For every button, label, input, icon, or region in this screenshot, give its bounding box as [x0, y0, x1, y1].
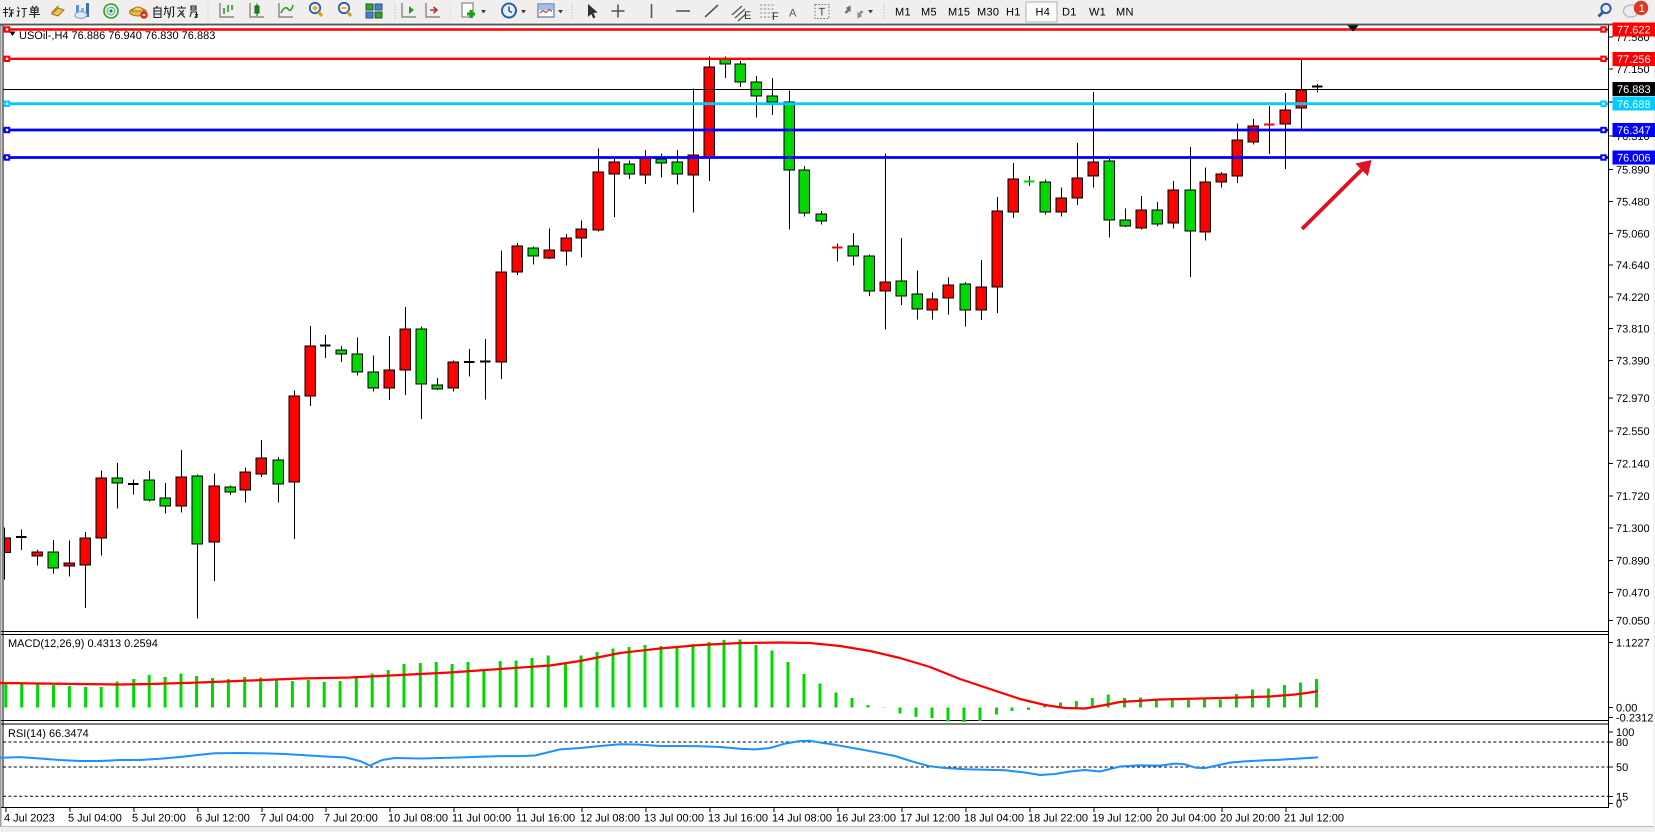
svg-text:M5: M5 — [921, 7, 937, 19]
svg-text:70.890: 70.890 — [1616, 556, 1650, 568]
svg-text:M30: M30 — [977, 7, 999, 19]
svg-text:75.890: 75.890 — [1616, 165, 1650, 177]
svg-text:0: 0 — [1616, 799, 1622, 811]
svg-text:80: 80 — [1616, 737, 1628, 749]
svg-text:76.006: 76.006 — [1617, 153, 1651, 165]
svg-text:D1: D1 — [1062, 7, 1077, 19]
svg-text:72.550: 72.550 — [1616, 426, 1650, 438]
svg-text:12 Jul 08:00: 12 Jul 08:00 — [580, 813, 640, 825]
svg-text:19 Jul 12:00: 19 Jul 12:00 — [1092, 813, 1152, 825]
svg-text:USOil-,H4 76.886 76.940 76.83: USOil-,H4 76.886 76.940 76.830 76.883 — [19, 30, 215, 42]
svg-text:10 Jul 08:00: 10 Jul 08:00 — [388, 813, 448, 825]
svg-text:A: A — [789, 8, 797, 20]
svg-text:T: T — [819, 7, 826, 19]
svg-text:20 Jul 04:00: 20 Jul 04:00 — [1156, 813, 1216, 825]
svg-text:77.622: 77.622 — [1617, 25, 1651, 37]
svg-text:74.640: 74.640 — [1616, 260, 1650, 272]
svg-text:5 Jul 04:00: 5 Jul 04:00 — [68, 813, 122, 825]
svg-text:0.00: 0.00 — [1616, 703, 1637, 715]
svg-text:75.060: 75.060 — [1616, 229, 1650, 241]
svg-text:18 Jul 04:00: 18 Jul 04:00 — [964, 813, 1024, 825]
svg-text:7 Jul 04:00: 7 Jul 04:00 — [260, 813, 314, 825]
svg-text:MACD(12,26,9) 0.4313 0.2594: MACD(12,26,9) 0.4313 0.2594 — [8, 638, 158, 650]
svg-text:1: 1 — [1639, 3, 1645, 15]
svg-text:77.256: 77.256 — [1617, 54, 1651, 66]
svg-text:18 Jul 22:00: 18 Jul 22:00 — [1028, 813, 1088, 825]
svg-text:14 Jul 08:00: 14 Jul 08:00 — [772, 813, 832, 825]
svg-text:71.300: 71.300 — [1616, 523, 1650, 535]
svg-text:E: E — [744, 10, 751, 22]
svg-text:1.1227: 1.1227 — [1616, 638, 1650, 650]
svg-text:74.220: 74.220 — [1616, 292, 1650, 304]
svg-text:70.470: 70.470 — [1616, 588, 1650, 600]
svg-text:73.390: 73.390 — [1616, 356, 1650, 368]
svg-text:76.883: 76.883 — [1617, 84, 1651, 96]
svg-text:16 Jul 23:00: 16 Jul 23:00 — [836, 813, 896, 825]
svg-text:W1: W1 — [1089, 7, 1106, 19]
svg-text:50: 50 — [1616, 762, 1628, 774]
svg-text:100: 100 — [1616, 727, 1634, 739]
svg-text:20 Jul 20:00: 20 Jul 20:00 — [1220, 813, 1280, 825]
svg-text:77.150: 77.150 — [1616, 64, 1650, 76]
svg-text:71.720: 71.720 — [1616, 491, 1650, 503]
svg-text:F: F — [772, 11, 779, 23]
svg-text:76.688: 76.688 — [1617, 99, 1651, 111]
svg-text:-0.2312: -0.2312 — [1616, 713, 1653, 725]
svg-text:75.480: 75.480 — [1616, 197, 1650, 209]
svg-text:5 Jul 20:00: 5 Jul 20:00 — [132, 813, 186, 825]
svg-text:72.970: 72.970 — [1616, 393, 1650, 405]
svg-text:MN: MN — [1116, 7, 1134, 19]
svg-text:RSI(14) 66.3474: RSI(14) 66.3474 — [8, 728, 89, 740]
svg-text:72.140: 72.140 — [1616, 459, 1650, 471]
svg-text:73.810: 73.810 — [1616, 324, 1650, 336]
svg-text:70.050: 70.050 — [1616, 616, 1650, 628]
svg-text:13 Jul 16:00: 13 Jul 16:00 — [708, 813, 768, 825]
svg-text:13 Jul 00:00: 13 Jul 00:00 — [644, 813, 704, 825]
svg-text:H4: H4 — [1036, 7, 1051, 19]
svg-text:11 Jul 00:00: 11 Jul 00:00 — [452, 813, 511, 825]
svg-text:76.347: 76.347 — [1617, 125, 1651, 137]
svg-text:M1: M1 — [895, 7, 911, 19]
svg-text:7 Jul 20:00: 7 Jul 20:00 — [324, 813, 378, 825]
svg-text:15: 15 — [1616, 791, 1628, 803]
svg-text:21 Jul 12:00: 21 Jul 12:00 — [1284, 813, 1344, 825]
svg-text:17 Jul 12:00: 17 Jul 12:00 — [900, 813, 960, 825]
svg-text:M15: M15 — [948, 7, 970, 19]
svg-text:6 Jul 12:00: 6 Jul 12:00 — [196, 813, 250, 825]
svg-text:11 Jul 16:00: 11 Jul 16:00 — [516, 813, 575, 825]
svg-text:H1: H1 — [1006, 7, 1021, 19]
svg-text:4 Jul 2023: 4 Jul 2023 — [4, 813, 55, 825]
